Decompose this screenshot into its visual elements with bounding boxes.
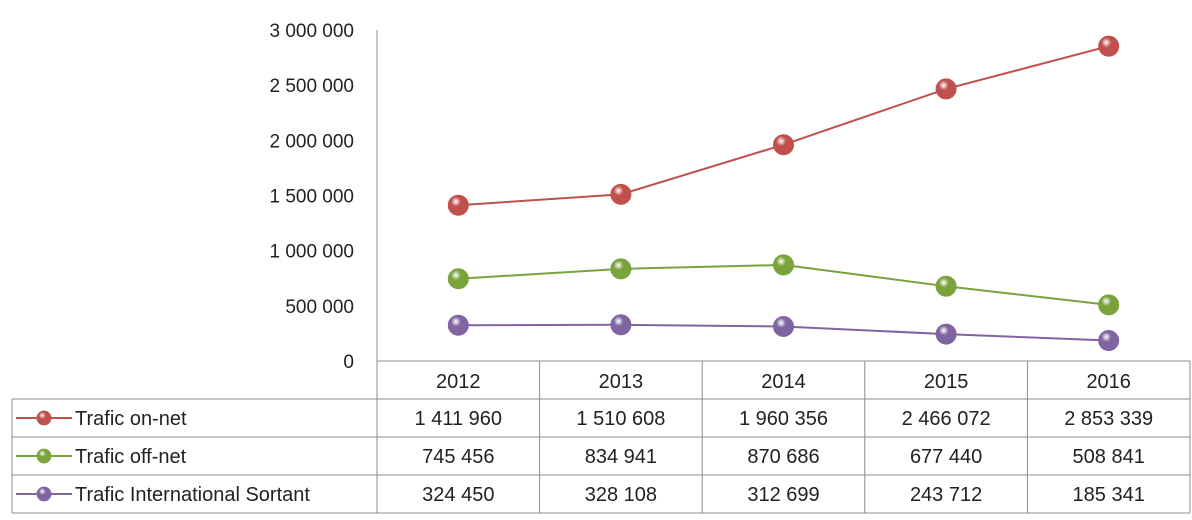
data-point xyxy=(1098,294,1120,316)
legend-key-marker xyxy=(36,410,52,426)
series-line xyxy=(458,45,1109,207)
data-point xyxy=(1098,35,1120,57)
data-table-cell: 312 699 xyxy=(747,484,819,506)
x-tick-label: 2016 xyxy=(1086,371,1131,393)
data-table-cell: 1 960 356 xyxy=(739,408,828,430)
legend-key-marker xyxy=(36,486,52,502)
data-point xyxy=(1098,330,1120,352)
data-point xyxy=(935,275,957,297)
x-tick-label: 2015 xyxy=(924,371,969,393)
data-point xyxy=(935,323,957,345)
legend-entry: Trafic on-net xyxy=(75,408,187,430)
data-table-cell: 745 456 xyxy=(422,446,494,468)
data-table: 2012 2013 2014 2015 2016 Trafic on-net 1 411 9… xyxy=(11,361,1191,514)
x-tick-label: 2013 xyxy=(599,371,644,393)
data-point xyxy=(773,315,794,337)
x-tick-label: 2014 xyxy=(761,371,806,393)
data-point xyxy=(773,134,794,156)
data-point xyxy=(447,194,469,216)
series-lines xyxy=(447,35,1120,352)
legend-entry: Trafic International Sortant xyxy=(75,484,310,506)
data-table-cell: 185 341 xyxy=(1073,484,1145,506)
data-point xyxy=(610,314,632,336)
y-axis-tick-labels: 0 500 000 1 000 000 1 500 000 2 000 000 2 500… xyxy=(269,21,354,373)
y-tick-label: 3 000 000 xyxy=(269,21,354,42)
data-table-cell: 2 853 339 xyxy=(1064,408,1153,430)
data-table-cell: 243 712 xyxy=(910,484,982,506)
data-table-cell: 328 108 xyxy=(585,484,657,506)
legend-key-marker xyxy=(36,448,52,464)
data-table-cell: 508 841 xyxy=(1073,446,1145,468)
y-tick-label: 0 xyxy=(343,352,354,373)
data-table-cell: 870 686 xyxy=(747,446,819,468)
data-point xyxy=(447,314,469,336)
data-point xyxy=(447,268,469,290)
y-tick-label: 1 000 000 xyxy=(269,242,354,263)
data-table-cell: 324 450 xyxy=(422,484,494,506)
legend-entry: Trafic off-net xyxy=(75,446,187,468)
data-table-cell: 677 440 xyxy=(910,446,982,468)
chart-axes xyxy=(376,30,1190,513)
y-tick-label: 500 000 xyxy=(285,297,354,318)
data-table-cell: 2 466 072 xyxy=(902,408,991,430)
data-point xyxy=(935,78,957,100)
data-point xyxy=(773,254,794,276)
x-tick-label: 2012 xyxy=(436,371,481,393)
y-tick-label: 2 000 000 xyxy=(269,131,354,152)
data-table-cell: 1 411 960 xyxy=(415,408,503,430)
y-tick-label: 1 500 000 xyxy=(269,187,354,208)
data-table-cell: 834 941 xyxy=(585,446,657,468)
data-table-cell: 1 510 608 xyxy=(576,408,665,430)
data-point xyxy=(610,183,632,205)
data-point xyxy=(610,258,632,280)
y-tick-label: 2 500 000 xyxy=(269,76,354,97)
